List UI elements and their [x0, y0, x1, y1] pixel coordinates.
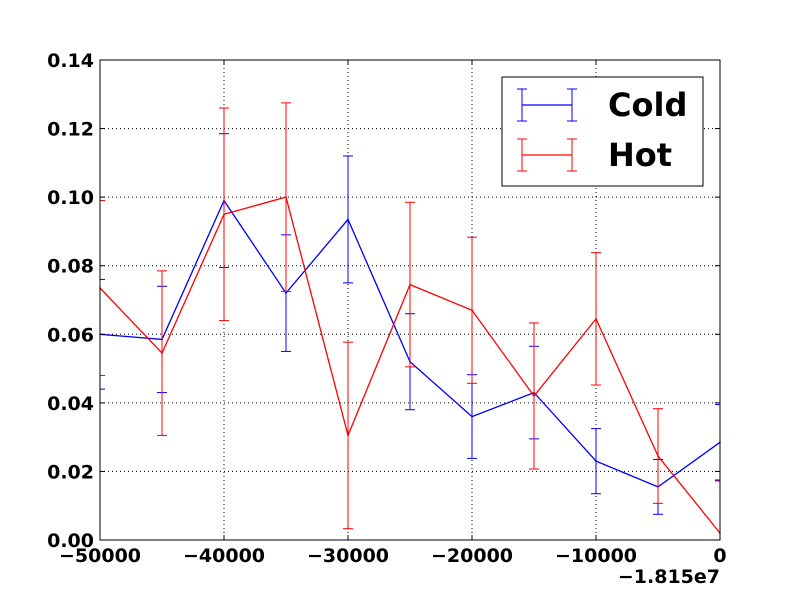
- x-tick-label: −20000: [431, 545, 513, 567]
- data-point: [285, 292, 287, 294]
- legend-box: [501, 76, 704, 187]
- data-point: [595, 318, 597, 320]
- legend: Cold Hot: [501, 76, 704, 187]
- y-tick-label: 0.02: [47, 461, 94, 483]
- legend-label: Cold: [608, 86, 687, 124]
- y-tick-label: 0.06: [47, 324, 94, 346]
- y-tick-label: 0.10: [47, 187, 94, 209]
- data-point: [347, 434, 349, 437]
- data-point: [285, 196, 287, 198]
- data-point: [595, 460, 597, 462]
- data-point: [533, 395, 535, 397]
- data-point: [347, 218, 349, 221]
- plot-frame: [99, 59, 721, 541]
- x-tick-label: −40000: [183, 545, 265, 567]
- y-tick-label: 0.04: [47, 393, 94, 415]
- x-offset-label: −1.815e7: [618, 566, 720, 588]
- data-point: [471, 309, 473, 312]
- y-tick-label: 0.00: [47, 530, 94, 552]
- data-point: [161, 352, 163, 354]
- legend-label: Hot: [608, 136, 672, 174]
- y-tick-label: 0.14: [47, 50, 94, 72]
- tick-layer: −50000 −40000 −30000 −20000 −10000 0 0.00 0.02 0…: [47, 50, 727, 567]
- x-tick-label: 0: [713, 545, 726, 567]
- x-tick-label: −50000: [59, 545, 141, 567]
- legend-entry-cold: Cold: [517, 86, 687, 124]
- data-point: [409, 283, 411, 286]
- data-point: [223, 213, 225, 216]
- x-tick-label: −10000: [555, 545, 637, 567]
- data-point: [471, 415, 473, 418]
- y-tick-label: 0.12: [47, 119, 94, 141]
- x-tick-label: −30000: [307, 545, 389, 567]
- y-tick-label: 0.08: [47, 256, 94, 278]
- legend-entry-hot: Hot: [517, 136, 672, 174]
- data-point: [657, 455, 659, 457]
